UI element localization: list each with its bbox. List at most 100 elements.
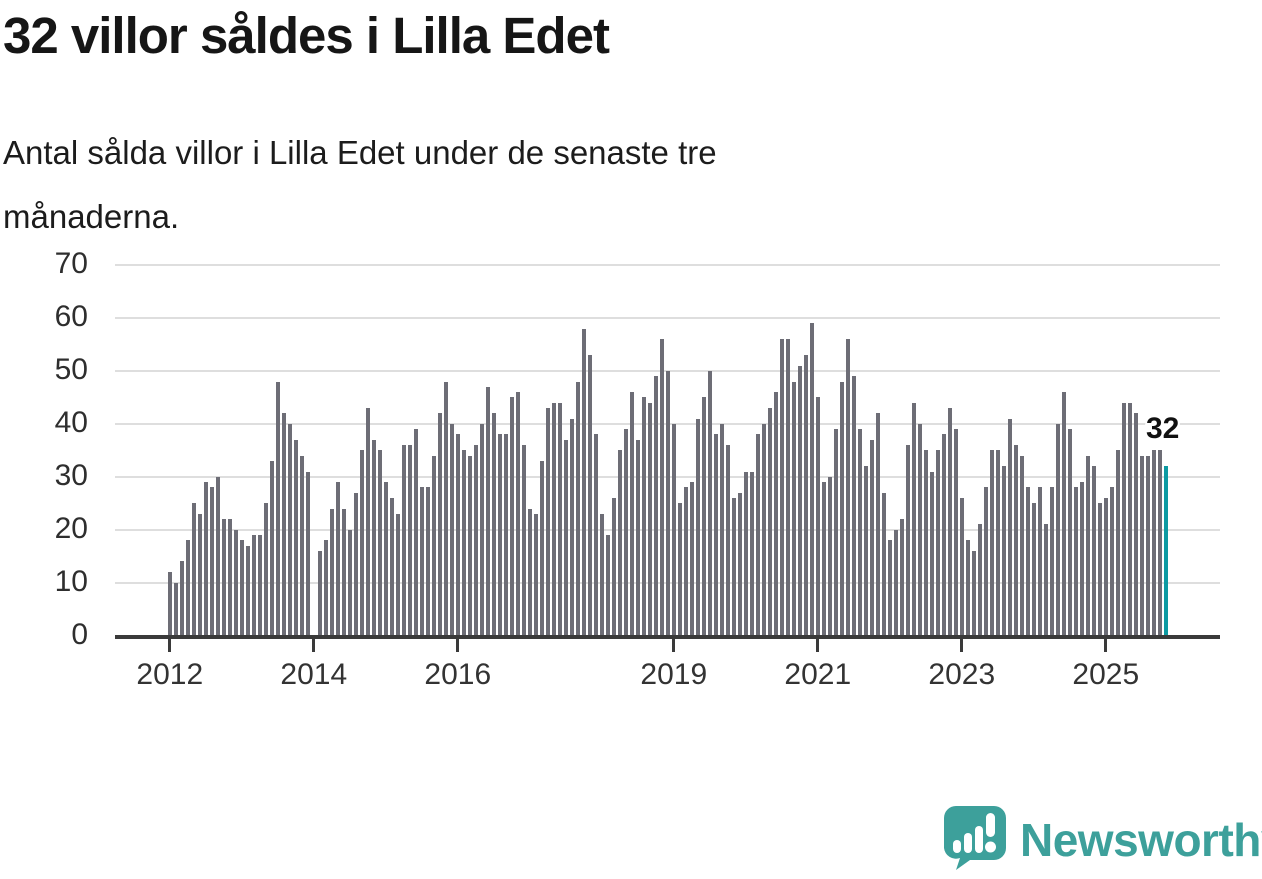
bar xyxy=(383,482,389,636)
x-axis-tick-label: 2023 xyxy=(928,657,996,691)
bar xyxy=(329,508,335,636)
bar xyxy=(233,529,239,636)
bar xyxy=(257,534,263,636)
bar xyxy=(551,402,557,636)
bar xyxy=(767,408,773,636)
bar xyxy=(779,339,785,636)
bar xyxy=(761,423,767,636)
bar xyxy=(731,497,737,636)
bar xyxy=(1067,429,1073,636)
bar xyxy=(827,476,833,636)
bar xyxy=(1139,455,1145,636)
bar xyxy=(1121,402,1127,636)
bar xyxy=(611,497,617,636)
x-axis-line xyxy=(115,634,1220,639)
bar xyxy=(857,429,863,636)
bar xyxy=(227,519,233,636)
bar xyxy=(707,371,713,636)
bar xyxy=(401,445,407,636)
bar xyxy=(1157,450,1163,636)
x-axis-tick-label: 2021 xyxy=(784,657,852,691)
page-title: 32 villor såldes i Lilla Edet xyxy=(3,7,610,64)
bar xyxy=(845,339,851,636)
bar xyxy=(959,497,965,636)
bar xyxy=(941,434,947,636)
bar xyxy=(1043,524,1049,636)
bar xyxy=(1061,392,1067,636)
bar xyxy=(491,413,497,636)
bar xyxy=(911,402,917,636)
bar xyxy=(683,487,689,636)
y-axis-tick-label: 40 xyxy=(54,405,88,439)
bar xyxy=(341,508,347,636)
bar xyxy=(965,540,971,636)
y-axis-tick-label: 50 xyxy=(54,353,88,386)
bar xyxy=(623,429,629,636)
bar xyxy=(317,550,323,636)
bar xyxy=(365,408,371,636)
bar xyxy=(395,513,401,636)
newsworthy-logo[interactable]: Newsworthy xyxy=(942,804,1262,875)
bar xyxy=(791,381,797,636)
bar xyxy=(1013,445,1019,636)
x-axis-tick xyxy=(816,638,820,652)
x-axis-tick xyxy=(672,638,676,652)
bar xyxy=(413,429,419,636)
bar xyxy=(887,540,893,636)
bar xyxy=(527,508,533,636)
bar xyxy=(977,524,983,636)
bar xyxy=(635,439,641,636)
bar xyxy=(443,381,449,636)
bar xyxy=(617,450,623,636)
bar xyxy=(905,445,911,636)
bar xyxy=(251,534,257,636)
last-value-label: 32 xyxy=(1146,412,1180,445)
bar xyxy=(461,450,467,636)
bar xyxy=(737,492,743,636)
bar xyxy=(167,572,173,636)
y-axis-tick-label: 70 xyxy=(54,247,88,281)
bar xyxy=(281,413,287,636)
bar xyxy=(209,487,215,636)
bar xyxy=(1127,402,1133,636)
y-axis-tick-label: 10 xyxy=(54,564,88,598)
x-axis-tick xyxy=(168,638,172,652)
bar xyxy=(293,439,299,636)
bar xyxy=(833,429,839,636)
bar xyxy=(863,466,869,636)
bar xyxy=(1025,487,1031,636)
bar xyxy=(1115,450,1121,636)
bar xyxy=(917,423,923,636)
bar xyxy=(1085,455,1091,636)
bar xyxy=(455,434,461,636)
bar xyxy=(1073,487,1079,636)
subtitle-line-1: Antal sålda villor i Lilla Edet under de… xyxy=(3,134,717,171)
gridline xyxy=(115,264,1220,267)
bar xyxy=(437,413,443,636)
bar xyxy=(989,450,995,636)
bar xyxy=(1055,423,1061,636)
bar xyxy=(815,397,821,636)
bar xyxy=(1019,455,1025,636)
bar xyxy=(851,376,857,636)
bar xyxy=(785,339,791,636)
bar xyxy=(773,392,779,636)
bar xyxy=(659,339,665,636)
gridline xyxy=(115,317,1220,320)
bar xyxy=(839,381,845,636)
x-axis-tick xyxy=(456,638,460,652)
highlighted-bar-current xyxy=(1163,466,1169,636)
bar xyxy=(179,561,185,636)
x-axis-tick xyxy=(960,638,964,652)
bar xyxy=(725,445,731,636)
bar xyxy=(605,534,611,636)
bar xyxy=(353,492,359,636)
bar xyxy=(485,386,491,636)
bar xyxy=(629,392,635,636)
bar xyxy=(749,471,755,636)
x-axis-tick-label: 2012 xyxy=(136,657,204,691)
bar xyxy=(1001,466,1007,636)
bar xyxy=(1091,466,1097,636)
bar xyxy=(1037,487,1043,636)
bar xyxy=(671,423,677,636)
